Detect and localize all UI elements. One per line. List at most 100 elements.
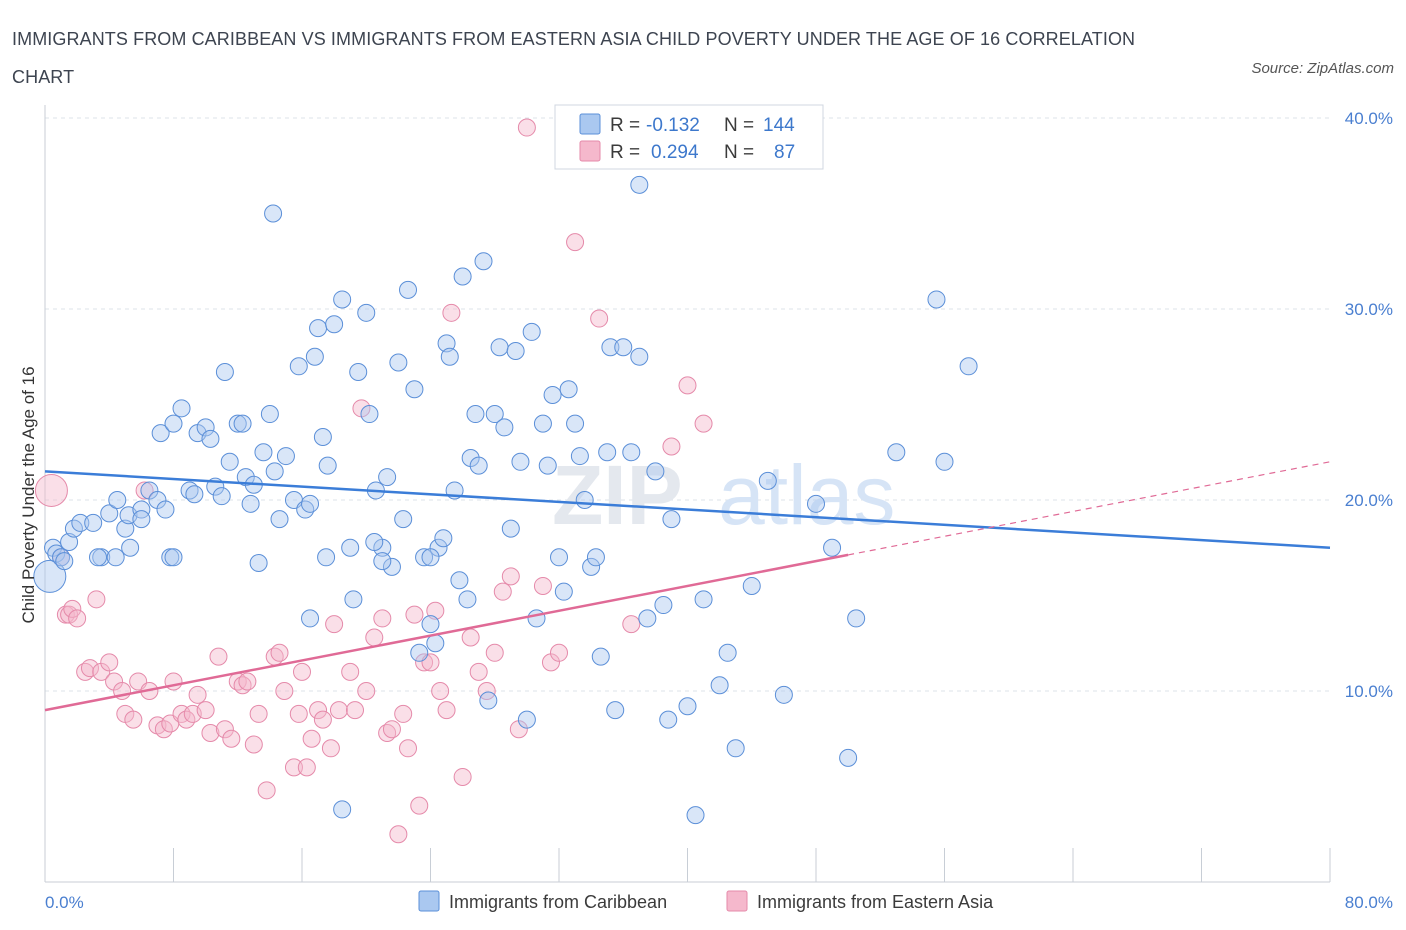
caribbean-point xyxy=(318,456,337,475)
eastasia-point xyxy=(453,767,472,786)
watermark-atlas: atlas xyxy=(718,448,895,542)
caribbean-point xyxy=(394,510,413,529)
watermark-zip: ZIP xyxy=(552,448,683,542)
caribbean-point xyxy=(758,471,777,490)
eastasia-point xyxy=(550,643,568,662)
eastasia-point xyxy=(461,628,480,647)
caribbean-point xyxy=(341,538,360,557)
legend-swatch-caribbean xyxy=(579,113,601,135)
eastasia-point xyxy=(382,720,401,739)
eastasia-point xyxy=(209,647,228,666)
caribbean-point xyxy=(196,418,215,437)
caribbean-point xyxy=(254,443,273,462)
eastasia-point xyxy=(662,437,681,456)
caribbean-point xyxy=(847,609,866,628)
legend-swatch-eastasia xyxy=(579,140,601,162)
caribbean-point xyxy=(570,447,589,466)
caribbean-point xyxy=(662,510,681,529)
caribbean-point xyxy=(426,634,445,653)
eastasia-point xyxy=(329,701,348,720)
caribbean-point xyxy=(469,456,488,475)
caribbean-point xyxy=(479,691,498,710)
tick-labels: 10.0% 20.0% 30.0% 40.0% 0.0% 80.0% xyxy=(45,109,1393,912)
eastasia-point xyxy=(477,682,496,700)
caribbean-point xyxy=(382,557,401,576)
eastasia-trend-line xyxy=(44,553,849,712)
caribbean-point xyxy=(437,334,456,353)
caribbean-point xyxy=(415,548,434,567)
caribbean-point xyxy=(349,363,368,382)
caribbean-point xyxy=(630,175,649,194)
caribbean-point xyxy=(121,538,140,557)
caribbean-point xyxy=(726,739,745,758)
caribbean-point xyxy=(566,414,585,433)
caribbean-point xyxy=(260,405,279,424)
caribbean-point xyxy=(718,643,737,662)
caribbean-trend-line xyxy=(44,470,1331,549)
caribbean-point xyxy=(317,548,336,567)
eastasia-point xyxy=(313,710,332,729)
caribbean-point xyxy=(220,452,239,471)
series-legend: Immigrants from Caribbean Immigrants fro… xyxy=(418,890,994,912)
caribbean-point xyxy=(89,548,108,567)
caribbean-point xyxy=(490,338,509,357)
legend-n-label-eastasia: N = xyxy=(724,142,754,163)
eastasia-point xyxy=(302,729,321,748)
caribbean-point xyxy=(164,548,183,567)
caribbean-point xyxy=(774,685,793,704)
caribbean-point xyxy=(582,557,601,576)
caribbean-point xyxy=(434,529,453,548)
caribbean-point xyxy=(646,462,665,481)
caribbean-point xyxy=(440,347,459,366)
eastasia-point xyxy=(485,643,504,662)
eastasia-point xyxy=(249,704,268,723)
y-tick-label-3: 40.0% xyxy=(1345,109,1393,128)
caribbean-point xyxy=(410,643,429,662)
bottom-legend-label-eastasia: Immigrants from Eastern Asia xyxy=(757,892,994,912)
caribbean-point xyxy=(55,552,74,571)
caribbean-point xyxy=(270,510,289,529)
caribbean-point xyxy=(678,697,697,716)
eastasia-point xyxy=(373,609,392,628)
eastasia-point xyxy=(365,628,384,647)
caribbean-point xyxy=(506,342,525,361)
caribbean-point xyxy=(575,491,594,509)
caribbean-point xyxy=(601,338,620,357)
caribbean-point xyxy=(511,452,530,471)
caribbean-point xyxy=(591,647,610,666)
caribbean-point xyxy=(466,405,485,424)
y-tick-label-1: 20.0% xyxy=(1345,491,1393,510)
eastasia-point xyxy=(68,609,87,628)
legend-r-label-eastasia: R = xyxy=(610,142,640,163)
caribbean-point xyxy=(638,609,657,628)
caribbean-point xyxy=(365,533,384,552)
eastasia-point xyxy=(284,758,303,777)
caribbean-point xyxy=(598,443,617,462)
eastasia-point xyxy=(297,758,316,777)
eastasia-point xyxy=(566,233,585,252)
trend-lines xyxy=(44,461,1331,712)
eastasia-point xyxy=(357,682,376,700)
caribbean-point xyxy=(927,290,946,309)
eastasia-point xyxy=(678,376,697,395)
eastasia-point xyxy=(270,643,289,662)
eastasia-point xyxy=(469,662,488,681)
eastasia-point xyxy=(442,303,461,322)
caribbean-point xyxy=(550,548,568,567)
x-tick-label-min: 0.0% xyxy=(45,893,84,912)
caribbean-point xyxy=(527,609,546,628)
caribbean-point xyxy=(325,315,344,334)
eastasia-point xyxy=(309,701,328,720)
caribbean-point xyxy=(389,353,408,372)
eastasia-point xyxy=(389,825,408,844)
caribbean-point xyxy=(421,548,440,567)
bottom-legend-swatch-eastasia xyxy=(726,890,748,912)
caribbean-point xyxy=(495,418,514,437)
caribbean-point xyxy=(132,500,151,519)
bottom-legend-label-caribbean: Immigrants from Caribbean xyxy=(449,892,667,912)
series-eastasia-points xyxy=(34,118,713,844)
caribbean-point xyxy=(265,462,284,481)
eastasia-point xyxy=(410,796,429,815)
eastasia-point xyxy=(244,735,263,754)
